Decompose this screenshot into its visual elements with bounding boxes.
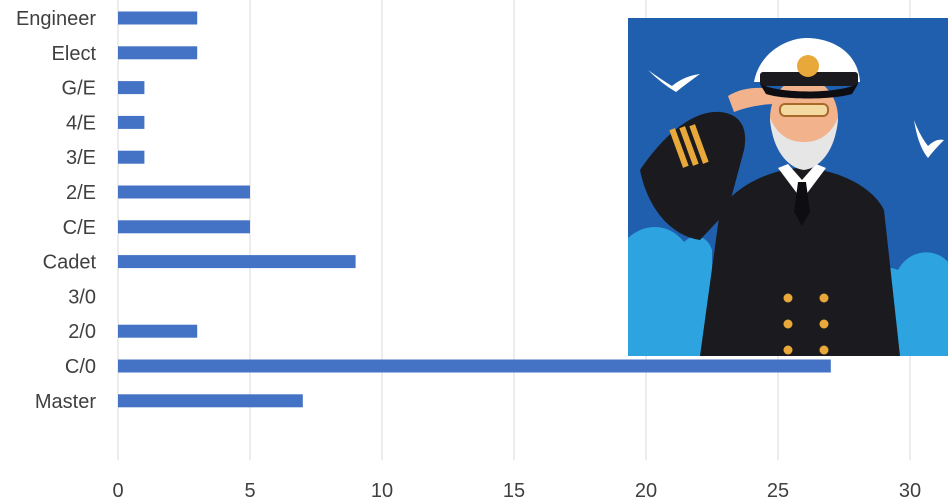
bars [118, 11, 831, 408]
seagull-left [648, 70, 700, 92]
bar [118, 359, 831, 373]
button-2 [819, 293, 829, 303]
category-label: Cadet [43, 252, 97, 274]
category-label: 2/0 [68, 321, 96, 343]
sleeve-stripe-3 [689, 124, 709, 164]
x-tick-label: 20 [635, 480, 657, 502]
sleeve-stripe-1 [669, 128, 689, 168]
category-label: 2/E [66, 182, 96, 204]
button-6 [819, 345, 829, 355]
x-tick-label: 5 [244, 480, 255, 502]
category-label: C/E [63, 217, 96, 239]
category-label: G/E [62, 78, 96, 100]
glasses [779, 103, 829, 117]
seagull-right [914, 120, 944, 158]
category-label: Elect [52, 43, 97, 65]
bar [118, 220, 250, 234]
x-tick-label: 0 [112, 480, 123, 502]
bar [118, 115, 145, 129]
bar [118, 81, 145, 95]
bar [118, 11, 198, 25]
x-tick-labels: 0 5 10 15 20 25 30 [112, 480, 921, 502]
bar [118, 46, 198, 60]
button-5 [783, 345, 793, 355]
bar [118, 150, 145, 164]
category-labels: Engineer Elect G/E 4/E 3/E 2/E C/E Cadet 3/0 2/0 C… [16, 8, 97, 413]
saluting-arm [640, 111, 746, 241]
category-label: Master [35, 391, 96, 413]
cap-badge-icon [797, 55, 819, 77]
button-4 [819, 319, 829, 329]
bar [118, 255, 356, 269]
beard [770, 118, 838, 170]
category-label: 3/0 [68, 286, 96, 308]
category-label: Engineer [16, 8, 96, 30]
x-tick-label: 25 [767, 480, 789, 502]
x-tick-label: 30 [899, 480, 921, 502]
category-label: 4/E [66, 112, 96, 134]
cap-band [760, 72, 858, 86]
captain-illustration [628, 18, 948, 356]
x-tick-label: 10 [371, 480, 393, 502]
bar [118, 324, 198, 338]
bar [118, 185, 250, 199]
category-label: C/0 [65, 356, 96, 378]
bar [118, 394, 303, 408]
button-1 [783, 293, 793, 303]
button-3 [783, 319, 793, 329]
sleeve-stripe-2 [679, 126, 699, 166]
necktie [794, 182, 810, 226]
captain-body [700, 168, 900, 356]
category-label: 3/E [66, 147, 96, 169]
cap-visor [760, 84, 858, 99]
x-tick-label: 15 [503, 480, 525, 502]
salute-hand [728, 87, 778, 112]
